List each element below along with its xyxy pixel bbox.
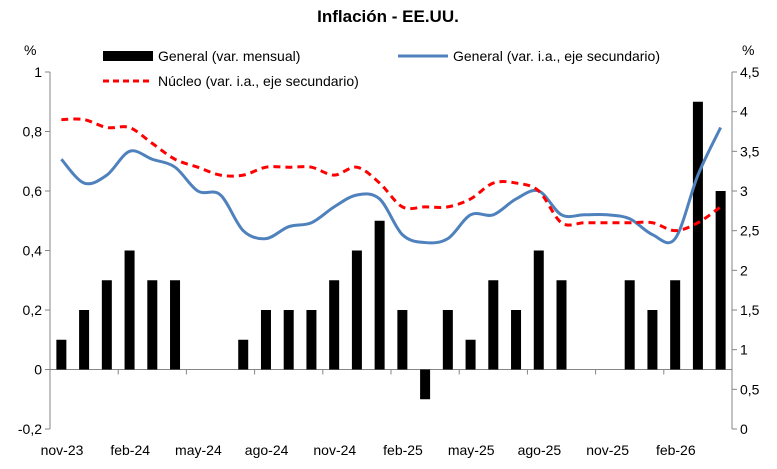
right-axis-tick-label: 2: [740, 262, 748, 278]
bar-monthly: [170, 280, 181, 370]
bar-monthly: [533, 250, 544, 370]
right-axis-tick-label: 4,5: [740, 64, 760, 80]
x-axis-tick-label: nov-24: [313, 442, 356, 458]
right-axis-tick-label: 3: [740, 183, 748, 199]
left-axis-tick-label: 0,4: [23, 243, 43, 259]
bar-monthly: [420, 369, 431, 400]
x-axis-tick-label: may-25: [448, 442, 495, 458]
bar-monthly: [101, 280, 112, 370]
left-axis-tick-label: -0,2: [18, 421, 42, 437]
line-general-yoy: [60, 126, 722, 245]
right-axis-tick-label: 2,5: [740, 223, 760, 239]
right-axis-unit: %: [742, 42, 754, 58]
bar-monthly: [624, 280, 635, 370]
bar-monthly: [647, 310, 658, 370]
x-axis-tick-label: ago-25: [518, 442, 562, 458]
right-axis-tick-label: 1: [740, 342, 748, 358]
x-axis-tick-label: may-24: [175, 442, 222, 458]
bar-monthly: [147, 280, 158, 370]
left-axis-tick-label: 0,6: [23, 183, 43, 199]
x-axis-tick-label: feb-25: [383, 442, 423, 458]
x-axis-tick-label: feb-26: [656, 442, 696, 458]
bar-monthly: [329, 280, 340, 370]
bar-monthly: [306, 310, 317, 370]
bar-monthly: [465, 339, 476, 370]
left-axis-tick-label: 0,2: [23, 302, 43, 318]
bar-monthly: [260, 310, 271, 370]
legend-general-label: General (var. i.a., eje secundario): [453, 48, 660, 64]
chart-title: Inflación - EE.UU.: [317, 7, 459, 26]
bar-monthly: [692, 101, 703, 370]
x-axis-tick-label: ago-24: [245, 442, 289, 458]
x-axis-tick-label: nov-25: [586, 442, 629, 458]
bar-monthly: [124, 250, 135, 370]
x-axis-tick-label: feb-24: [110, 442, 150, 458]
line-core-yoy: [61, 117, 722, 233]
right-axis-tick-label: 1,5: [740, 302, 760, 318]
left-axis-tick-label: 0: [34, 362, 42, 378]
x-axis-tick-label: nov-23: [41, 442, 84, 458]
bar-monthly: [374, 220, 385, 370]
axes-layer: -0,2 0 0,2 0,4 0,6 0,8 1 0 0,5 1 1,5 2 2,5 3 3,5 4 4,5 no…: [18, 64, 760, 458]
right-axis-tick-label: 0,5: [740, 381, 760, 397]
bar-monthly: [238, 339, 249, 370]
bar-monthly: [351, 250, 362, 370]
bar-monthly: [442, 310, 453, 370]
bar-monthly: [283, 310, 294, 370]
bar-monthly: [488, 280, 499, 370]
left-axis-unit: %: [24, 42, 36, 58]
bars-layer: [56, 101, 726, 400]
lines-layer: [60, 117, 722, 245]
legend-bar-swatch: [103, 51, 153, 61]
bar-monthly: [79, 310, 90, 370]
bar-monthly: [556, 280, 567, 370]
right-axis-tick-label: 4: [740, 104, 748, 120]
left-axis-tick-label: 0,8: [23, 124, 43, 140]
left-axis-tick-label: 1: [34, 64, 42, 80]
bar-monthly: [397, 310, 408, 370]
bar-monthly: [511, 310, 522, 370]
bar-monthly: [56, 339, 67, 370]
right-axis-tick-label: 3,5: [740, 143, 760, 159]
legend-bar-label: General (var. mensual): [158, 48, 300, 64]
legend: General (var. mensual) General (var. i.a…: [103, 48, 660, 89]
legend-core-label: Núcleo (var. i.a., eje secundario): [158, 73, 359, 89]
bar-monthly: [670, 280, 681, 370]
bar-monthly: [715, 191, 726, 370]
right-axis-tick-label: 0: [740, 421, 748, 437]
